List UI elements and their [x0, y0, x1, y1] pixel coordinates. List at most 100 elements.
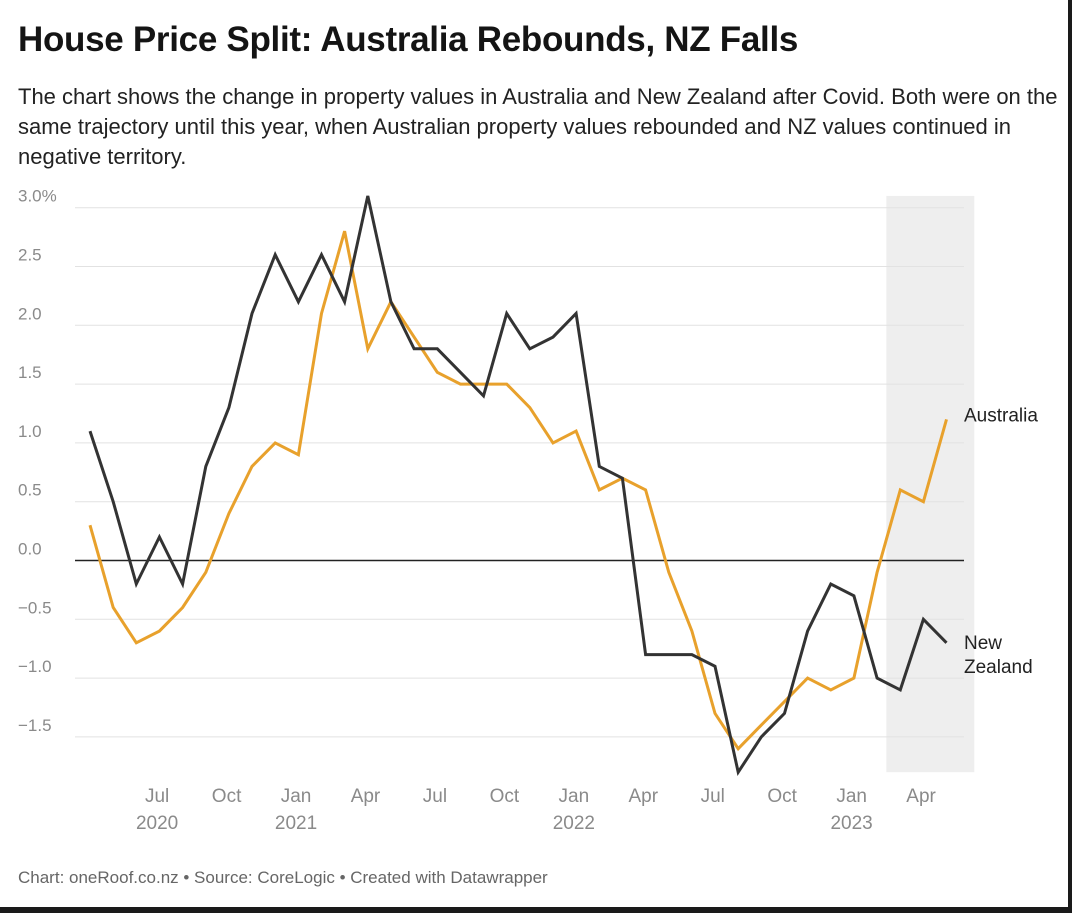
x-tick-label: Jan — [281, 786, 312, 807]
data-point-australia — [88, 523, 92, 527]
x-tick-label: Jul — [423, 786, 447, 807]
data-point-australia — [713, 711, 717, 715]
data-point-new-zealand — [713, 664, 717, 668]
data-point-australia — [829, 688, 833, 692]
series-label-australia: Australia — [964, 405, 1038, 426]
data-point-australia — [505, 382, 509, 386]
data-point-new-zealand — [736, 770, 740, 774]
data-point-new-zealand — [551, 335, 555, 339]
data-point-new-zealand — [875, 676, 879, 680]
data-point-australia — [852, 676, 856, 680]
data-point-australia — [644, 488, 648, 492]
y-tick-label: 3.0% — [18, 187, 57, 206]
data-point-new-zealand — [945, 641, 949, 645]
x-tick-label: Jan — [836, 786, 867, 807]
data-point-new-zealand — [435, 347, 439, 351]
series-line-australia — [88, 230, 948, 752]
x-tick-label: Apr — [906, 786, 936, 807]
chart-subtitle: The chart shows the change in property v… — [18, 84, 1058, 169]
x-tick-label: Jul — [145, 786, 169, 807]
data-point-new-zealand — [134, 582, 138, 586]
data-point-new-zealand — [389, 300, 393, 304]
data-point-new-zealand — [690, 653, 694, 657]
data-point-australia — [528, 406, 532, 410]
data-point-australia — [667, 570, 671, 574]
data-point-australia — [111, 606, 115, 610]
data-point-new-zealand — [273, 253, 277, 257]
data-point-australia — [435, 370, 439, 374]
data-point-new-zealand — [898, 688, 902, 692]
data-point-new-zealand — [181, 582, 185, 586]
data-point-new-zealand — [227, 406, 231, 410]
border-right — [1068, 0, 1072, 913]
data-point-new-zealand — [829, 582, 833, 586]
data-point-australia — [320, 312, 324, 316]
chart-credits: Chart: oneRoof.co.nz • Source: CoreLogic… — [18, 868, 548, 887]
y-tick-label: 1.5 — [18, 363, 42, 382]
data-point-new-zealand — [667, 653, 671, 657]
data-point-new-zealand — [412, 347, 416, 351]
data-point-new-zealand — [296, 300, 300, 304]
data-point-australia — [157, 629, 161, 633]
data-point-new-zealand — [644, 653, 648, 657]
x-tick-year-label: 2020 — [136, 813, 178, 834]
data-point-australia — [458, 382, 462, 386]
data-point-australia — [250, 464, 254, 468]
data-point-australia — [597, 488, 601, 492]
data-point-new-zealand — [88, 429, 92, 433]
y-tick-label: 0.5 — [18, 481, 42, 500]
data-point-australia — [921, 500, 925, 504]
y-tick-label: 0.0 — [18, 540, 42, 559]
data-point-australia — [898, 488, 902, 492]
data-point-new-zealand — [806, 629, 810, 633]
series-label-new-zealand: Zealand — [964, 657, 1033, 678]
data-point-australia — [366, 347, 370, 351]
data-point-australia — [736, 747, 740, 751]
series-label-new-zealand: New — [964, 633, 1002, 654]
x-tick-label: Apr — [628, 786, 658, 807]
x-tick-label: Apr — [351, 786, 381, 807]
data-point-new-zealand — [366, 194, 370, 198]
data-point-new-zealand — [852, 594, 856, 598]
y-tick-label: −1.0 — [18, 657, 52, 676]
x-tick-year-label: 2023 — [830, 813, 872, 834]
y-tick-label: −1.5 — [18, 716, 52, 735]
data-point-australia — [181, 606, 185, 610]
x-tick-label: Oct — [212, 786, 242, 807]
data-point-australia — [227, 511, 231, 515]
data-point-new-zealand — [204, 464, 208, 468]
x-tick-label: Jul — [701, 786, 725, 807]
data-point-new-zealand — [250, 312, 254, 316]
data-point-australia — [875, 570, 879, 574]
data-point-australia — [551, 441, 555, 445]
data-point-australia — [273, 441, 277, 445]
data-point-australia — [806, 676, 810, 680]
data-point-australia — [343, 229, 347, 233]
data-point-australia — [759, 723, 763, 727]
data-point-new-zealand — [320, 253, 324, 257]
x-tick-label: Jan — [559, 786, 590, 807]
data-point-new-zealand — [921, 617, 925, 621]
y-tick-label: 2.5 — [18, 246, 42, 265]
data-point-new-zealand — [620, 476, 624, 480]
data-point-new-zealand — [157, 535, 161, 539]
series-line-new-zealand — [88, 195, 948, 777]
data-point-new-zealand — [505, 312, 509, 316]
data-point-new-zealand — [343, 300, 347, 304]
data-point-australia — [296, 453, 300, 457]
x-tick-year-label: 2022 — [553, 813, 595, 834]
data-point-australia — [574, 429, 578, 433]
data-point-new-zealand — [528, 347, 532, 351]
y-tick-label: 2.0 — [18, 304, 42, 323]
data-point-australia — [204, 570, 208, 574]
line-chart: 3.0% 2.5 2.0 1.5 1.0 0.5 0.0 −0.5 −1.0 −1.5 Jul 202… — [18, 187, 1038, 834]
data-point-australia — [945, 417, 949, 421]
data-point-new-zealand — [458, 370, 462, 374]
border-bottom — [0, 907, 1072, 913]
data-point-new-zealand — [482, 394, 486, 398]
y-tick-label: −0.5 — [18, 598, 52, 617]
data-point-new-zealand — [111, 500, 115, 504]
data-point-new-zealand — [759, 735, 763, 739]
data-point-australia — [134, 641, 138, 645]
